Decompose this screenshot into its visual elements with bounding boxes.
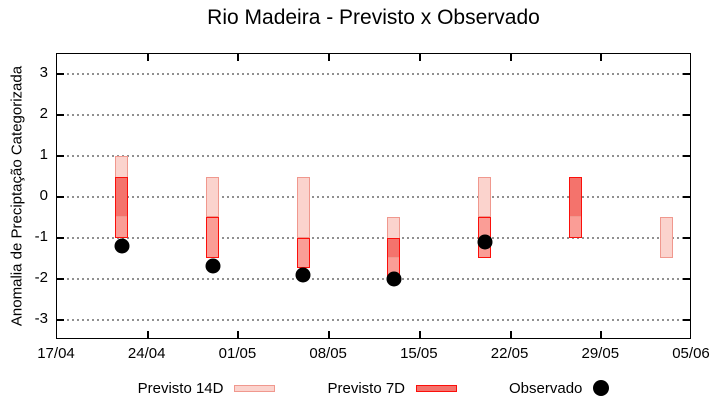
forecast-7d-bar	[206, 217, 219, 259]
forecast-overlap	[115, 176, 129, 218]
legend-item-previsto-7d: Previsto 7D	[327, 379, 458, 397]
x-tick-bottom	[509, 331, 512, 338]
y-tick-right	[683, 114, 690, 117]
x-tick-bottom	[328, 331, 331, 338]
y-tick-left	[57, 196, 64, 198]
y-tick-label: -1	[34, 227, 48, 245]
gridline-y	[57, 318, 690, 321]
gridline-y	[57, 236, 690, 239]
forecast-14d-bar	[206, 176, 219, 218]
y-tick-label: 2	[39, 105, 48, 123]
y-tick-left	[57, 236, 64, 239]
forecast-7d-bar	[296, 237, 310, 269]
forecast-14d-bar	[478, 176, 492, 218]
y-tick-left	[57, 155, 64, 158]
chart-title: Rio Madeira - Previsto x Observado	[207, 6, 540, 29]
legend-item-previsto-14d: Previsto 14D	[138, 380, 276, 397]
gridline-y	[57, 277, 690, 280]
x-tick-label: 08/05	[309, 345, 347, 362]
y-tick-right	[683, 73, 690, 76]
plot-area	[56, 53, 691, 339]
x-tick-top	[237, 54, 240, 61]
y-tick-label: 1	[39, 146, 48, 164]
x-tick-label: 05/06	[672, 345, 710, 362]
y-tick-left	[57, 114, 64, 117]
forecast-14d-bar	[659, 217, 673, 259]
gridline-y	[57, 73, 690, 76]
legend-label-previsto-7d: Previsto 7D	[327, 379, 406, 397]
forecast-overlap	[568, 176, 582, 218]
forecast-14d-outline	[296, 176, 310, 238]
y-tick-right	[683, 318, 690, 321]
forecast-7d-outline	[568, 176, 582, 238]
y-tick-right	[683, 155, 690, 158]
observado-dot-icon	[593, 380, 610, 396]
x-tick-label: 24/04	[127, 345, 166, 362]
forecast-14d-outline	[478, 176, 492, 218]
x-tick-label: 01/05	[218, 345, 257, 362]
observed-point	[114, 238, 130, 254]
x-tick-bottom	[418, 331, 421, 338]
gridline-y	[57, 196, 690, 198]
x-tick-bottom	[600, 331, 603, 338]
previsto-14d-swatch-icon	[234, 384, 276, 392]
observed-point	[205, 258, 220, 274]
x-tick-top	[418, 54, 421, 61]
gridline-y	[57, 114, 690, 117]
observed-point	[295, 267, 311, 283]
y-tick-label: 3	[39, 64, 48, 82]
y-tick-left	[57, 277, 64, 280]
forecast-overlap	[387, 237, 401, 259]
forecast-7d-outline	[115, 176, 129, 238]
legend-label-previsto-14d: Previsto 14D	[137, 379, 224, 397]
legend-item-observado: Observado	[509, 379, 610, 397]
legend-label-observado: Observado	[509, 379, 583, 397]
forecast-7d-outline	[206, 217, 219, 259]
x-tick-label: 15/05	[400, 345, 438, 362]
x-tick-top	[600, 54, 603, 61]
x-tick-label: 22/05	[490, 345, 529, 362]
x-tick-bottom	[146, 331, 149, 338]
previsto-7d-swatch-icon	[416, 384, 458, 392]
x-tick-top	[328, 54, 331, 61]
forecast-14d-outline	[659, 217, 673, 259]
forecast-14d-outline	[206, 176, 219, 218]
x-tick-label: 29/05	[581, 345, 620, 362]
legend: Previsto 14D Previsto 7D Observado	[56, 379, 691, 397]
forecast-14d-bar	[296, 176, 310, 238]
x-tick-bottom	[237, 331, 240, 338]
y-tick-label: 0	[39, 187, 48, 204]
observed-point	[477, 234, 493, 250]
forecast-7d-outline	[296, 237, 310, 269]
y-tick-right	[683, 236, 690, 239]
y-tick-right	[683, 196, 690, 198]
y-tick-left	[57, 318, 64, 321]
x-tick-label: 17/04	[37, 345, 75, 362]
x-tick-top	[509, 54, 512, 61]
gridline-y	[57, 155, 690, 158]
y-tick-left	[57, 73, 64, 76]
y-tick-label: -2	[34, 268, 48, 286]
y-tick-label: -3	[34, 309, 48, 327]
x-tick-top	[146, 54, 149, 61]
observed-point	[386, 271, 402, 287]
y-tick-right	[683, 277, 690, 280]
